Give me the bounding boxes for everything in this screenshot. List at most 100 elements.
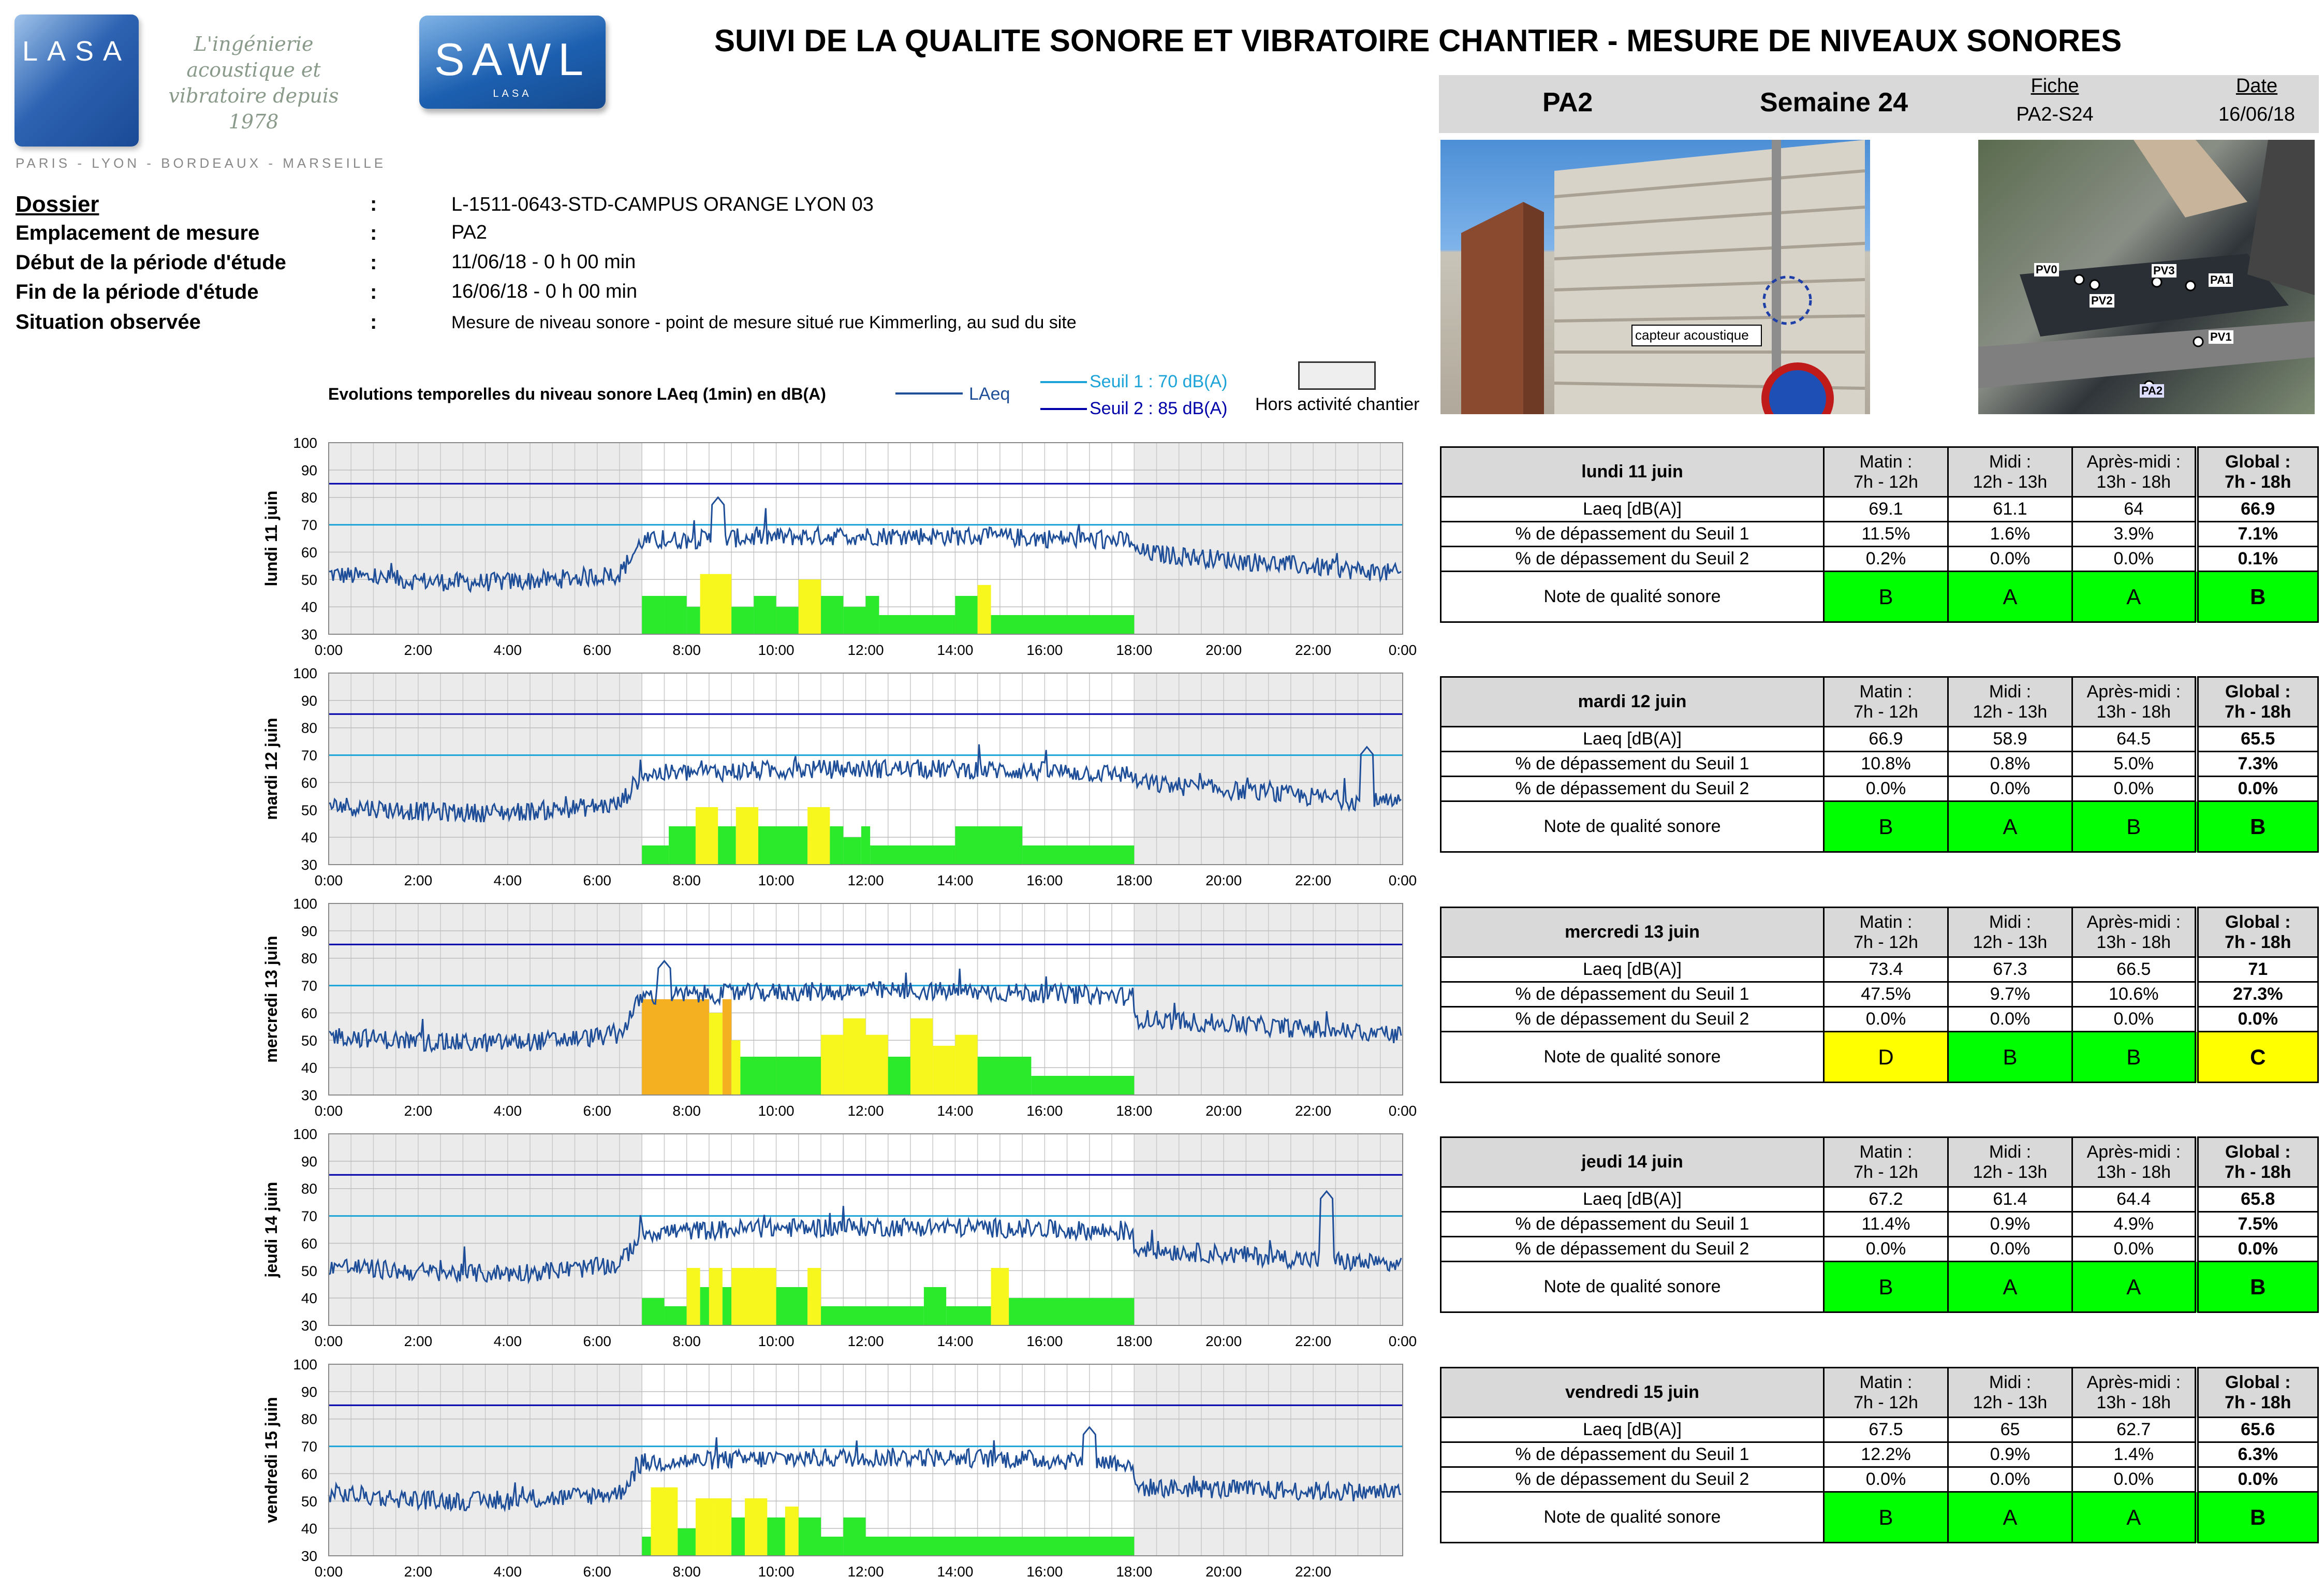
col-header-apres-midi-label: Après-midi : (2086, 1372, 2181, 1392)
y-tick-label: 30 (301, 1318, 317, 1334)
y-tick-label: 40 (301, 829, 317, 845)
y-tick-label: 50 (301, 802, 317, 818)
x-tick-label: 0:00 (315, 1564, 343, 1580)
y-tick-label: 40 (301, 1521, 317, 1537)
col-header-apres-midi: Après-midi :13h - 18h (2071, 676, 2197, 727)
s1-apres-midi: 1.4% (2071, 1441, 2197, 1468)
activity-bar (861, 826, 871, 865)
col-header-global-hours: 7h - 18h (2225, 472, 2291, 492)
row-label-note: Note de qualité sonore (1440, 800, 1825, 853)
s1-midi: 0.8% (1947, 751, 2073, 777)
x-tick-label: 20:00 (1205, 642, 1242, 658)
note-midi: A (1947, 571, 2073, 623)
laeq-midi: 67.3 (1947, 956, 2073, 983)
s1-midi: 1.6% (1947, 521, 2073, 547)
lasa-tagline: L'ingénierie acoustique et vibratoire de… (168, 33, 339, 133)
s1-apres-midi: 10.6% (2071, 981, 2197, 1008)
site-photo: capteur acoustique (1440, 140, 1870, 414)
col-header-global-hours: 7h - 18h (2225, 1162, 2291, 1182)
col-header-apres-midi-hours: 13h - 18h (2096, 1162, 2171, 1182)
y-tick-label: 100 (293, 435, 317, 451)
note-matin: B (1823, 800, 1949, 853)
y-tick-label: 60 (301, 1235, 317, 1251)
activity-bar (767, 1517, 785, 1556)
x-tick-label: 12:00 (847, 872, 884, 888)
s1-global: 7.5% (2194, 1211, 2319, 1237)
y-axis-label: mercredi 13 juin (262, 936, 281, 1062)
row-label-laeq: Laeq [dB(A)] (1440, 726, 1825, 752)
map-label-pa1: PA1 (2209, 273, 2233, 287)
y-tick-label: 70 (301, 517, 317, 533)
col-header-matin-label: Matin : (1859, 1142, 1913, 1162)
activity-bar (955, 826, 1023, 865)
s1-matin: 47.5% (1823, 981, 1949, 1008)
s2-global: 0.0% (2194, 1236, 2319, 1262)
x-tick-label: 22:00 (1295, 1333, 1331, 1349)
plot-frame (328, 442, 1403, 635)
date-label: Date (2235, 75, 2278, 97)
s2-matin: 0.0% (1823, 1236, 1949, 1262)
x-tick-label: 6:00 (583, 872, 612, 888)
s2-midi: 0.0% (1947, 546, 2073, 572)
x-tick-label: 20:00 (1205, 1333, 1242, 1349)
col-header-midi: Midi :12h - 13h (1947, 1367, 2073, 1418)
activity-bar (821, 1034, 844, 1095)
col-header-apres-midi: Après-midi :13h - 18h (2071, 1136, 2197, 1188)
y-tick-label: 80 (301, 951, 317, 967)
col-header-apres-midi: Après-midi :13h - 18h (2071, 907, 2197, 958)
y-tick-label: 100 (293, 1126, 317, 1142)
s1-global: 27.3% (2194, 981, 2319, 1008)
fiche-value: PA2-S24 (2016, 104, 2094, 125)
info-label-dossier: Dossier (16, 192, 99, 217)
info-value-emplacement: PA2 (451, 222, 488, 243)
row-label-laeq: Laeq [dB(A)] (1440, 1417, 1825, 1443)
col-header-midi-hours: 12h - 13h (1973, 472, 2048, 492)
x-tick-label: 0:00 (1389, 1333, 1417, 1349)
legend-laeq-swatch (895, 392, 963, 395)
col-header-global: Global :7h - 18h (2194, 446, 2319, 498)
note-midi: A (1947, 800, 2073, 853)
s2-apres-midi: 0.0% (2071, 1006, 2197, 1032)
col-header-midi-hours: 12h - 13h (1973, 702, 2048, 722)
legend-seuil1: Seuil 1 : 70 dB(A) (1090, 372, 1228, 391)
col-header-midi: Midi :12h - 13h (1947, 676, 2073, 727)
col-header-apres-midi: Après-midi :13h - 18h (2071, 446, 2197, 498)
day-chart: 100 90 80 70 60 50 40 300:00 2:00 4:00 6:00 8:00 10:… (262, 1356, 1403, 1580)
y-axis-label: vendredi 15 juin (262, 1397, 281, 1523)
activity-bar (722, 999, 732, 1095)
laeq-midi: 61.1 (1947, 496, 2073, 522)
day-quality-table: jeudi 14 juin Matin :7h - 12h Midi :12h … (1440, 1136, 2319, 1313)
y-tick-label: 100 (293, 896, 317, 912)
col-header-matin: Matin :7h - 12h (1823, 1367, 1949, 1418)
x-tick-label: 2:00 (404, 642, 433, 658)
note-midi: A (1947, 1491, 2073, 1543)
row-label-seuil1: % de dépassement du Seuil 1 (1440, 1441, 1825, 1468)
sawl-logo-text: SAWL (434, 34, 591, 85)
sawl-logo-subtext: LASA (493, 88, 532, 99)
col-header-midi-label: Midi : (1989, 912, 2032, 932)
day-quality-table: vendredi 15 juin Matin :7h - 12h Midi :1… (1440, 1367, 2319, 1543)
s1-midi: 0.9% (1947, 1211, 2073, 1237)
activity-bar (718, 826, 736, 865)
laeq-matin: 67.5 (1823, 1417, 1949, 1443)
activity-bar (754, 596, 776, 634)
row-label-laeq: Laeq [dB(A)] (1440, 956, 1825, 983)
x-tick-label: 18:00 (1116, 642, 1152, 658)
activity-bar (678, 1528, 696, 1556)
y-tick-label: 80 (301, 1411, 317, 1427)
note-apres-midi: A (2071, 1491, 2197, 1543)
s1-apres-midi: 4.9% (2071, 1211, 2197, 1237)
activity-bar (642, 1298, 665, 1325)
activity-bar (695, 807, 718, 865)
x-tick-label: 16:00 (1026, 642, 1063, 658)
x-tick-label: 22:00 (1295, 642, 1331, 658)
x-tick-label: 2:00 (404, 872, 433, 888)
x-tick-label: 12:00 (847, 1103, 884, 1119)
row-label-seuil2: % de dépassement du Seuil 2 (1440, 1466, 1825, 1493)
row-label-note: Note de qualité sonore (1440, 1261, 1825, 1313)
row-label-seuil2: % de dépassement du Seuil 2 (1440, 1006, 1825, 1032)
lasa-cities: PARIS - LYON - BORDEAUX - MARSEILLE (16, 155, 387, 171)
laeq-matin: 66.9 (1823, 726, 1949, 752)
legend-hors-activite-swatch (1298, 361, 1376, 390)
s2-midi: 0.0% (1947, 1466, 2073, 1493)
